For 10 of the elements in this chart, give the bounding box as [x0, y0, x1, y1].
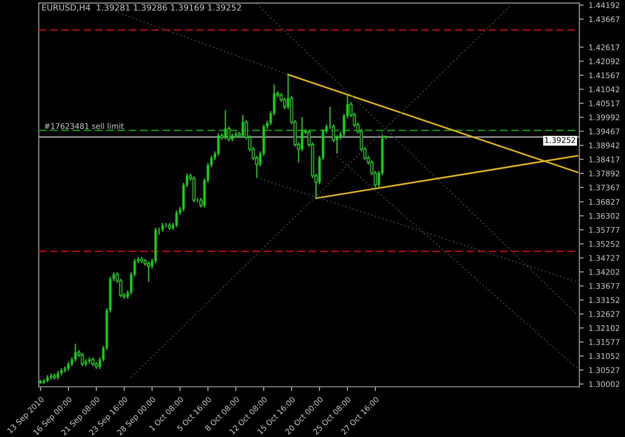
candlestick	[74, 343, 77, 362]
candlestick	[147, 260, 150, 282]
candlestick	[80, 352, 84, 367]
candlestick	[150, 258, 154, 270]
candlestick	[217, 132, 220, 156]
candlestick	[192, 176, 196, 203]
candlestick	[224, 110, 226, 140]
candlestick	[206, 162, 210, 184]
candlestick	[242, 114, 244, 138]
chart-title: EURUSD,H4 1.39281 1.39286 1.39169 1.39252	[42, 4, 241, 12]
